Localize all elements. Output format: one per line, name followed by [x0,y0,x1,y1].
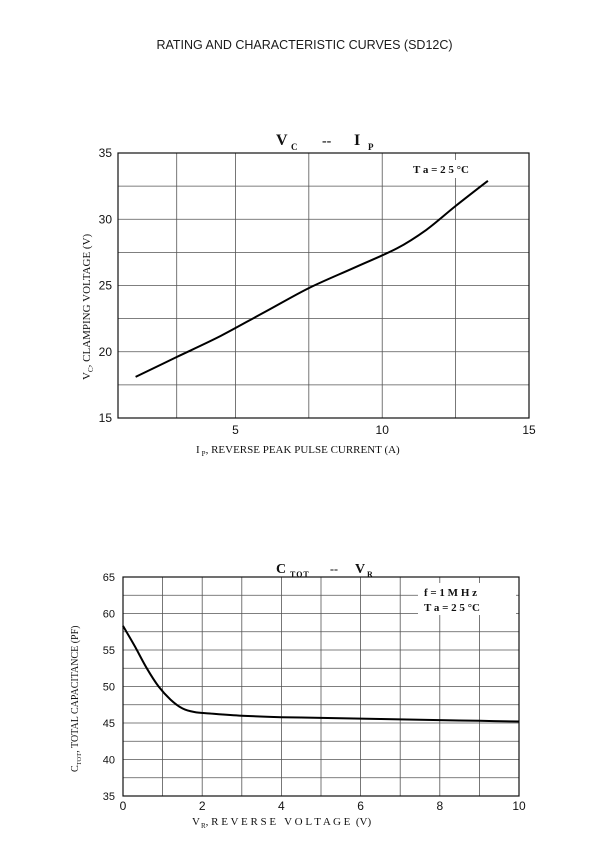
chart2-y-tick-label: 50 [103,682,115,694]
chart1-xlabel-rest: , REVERSE PEAK PULSE CURRENT (A) [206,444,400,456]
chart1-y-tick-label: 20 [99,345,113,359]
chart2-y-tick-label: 45 [103,718,115,730]
chart2-y-tick-label: 65 [103,572,115,584]
chart2-y-ticks: 35 40 45 50 55 60 65 [103,572,115,803]
chart2-xlabel-main: V [192,816,200,828]
chart2-series-line [122,625,520,723]
chart1-y-axis-label: VC, CLAMPING VOLTAGE (V) [81,233,95,380]
chart1-xlabel-sub: P [202,450,206,458]
chart2-title: C TOT -- V R [276,562,373,579]
chart1-title-i-sub: P [368,142,374,152]
chart1-xlabel-main: I [196,444,200,456]
chart1-x-ticks: 5 10 15 [232,423,536,437]
chart1-x-tick-label: 5 [232,423,239,437]
chart1-x-tick-label: 15 [522,423,536,437]
chart2-x-axis-label: VR, R E V E R S E V O L T A G E (V) [192,816,371,830]
chart2-plot-frame [122,576,520,797]
chart1-ylabel-main: V [81,372,93,380]
chart2-annotation-freq: f = 1 M H z [424,587,477,599]
chart2-ylabel-rest: , TOTAL CAPACITANCE (PF) [70,625,81,752]
chart1-x-axis-label: I P, REVERSE PEAK PULSE CURRENT (A) [196,444,400,458]
chart1-title-v-sub: C [291,142,298,152]
chart2-y-tick-label: 55 [103,645,115,657]
chart1-annotation-bg [405,160,520,178]
chart2-x-ticks: 0 2 4 6 8 10 [120,799,526,813]
chart1-annotation: T a = 2 5 °C [413,164,469,176]
chart2-title-c-sub: TOT [290,570,310,579]
chart2-y-tick-label: 35 [103,791,115,803]
page-title: RATING AND CHARACTERISTIC CURVES (SD12C) [156,38,453,52]
chart2-x-tick-label: 10 [512,799,526,813]
chart1-plot-frame [117,152,530,419]
chart2-title-dash: -- [330,562,338,576]
chart1-y-tick-label: 25 [99,279,113,293]
chart1-y-ticks: 15 20 25 30 35 [99,146,113,425]
chart1-title-i: I [354,132,360,149]
chart2-y-axis-label: CTOT, TOTAL CAPACITANCE (PF) [70,625,83,772]
chart2-title-v-sub: R [367,570,373,579]
chart1-y-tick-label: 35 [99,146,113,160]
chart2-y-tick-label: 60 [103,609,115,621]
chart2-x-tick-label: 4 [278,799,285,813]
chart1-ylabel-sub: C [87,367,95,372]
chart2-title-c: C [276,562,286,577]
chart1-y-tick-label: 15 [99,411,113,425]
chart1-x-tick-label: 10 [376,423,390,437]
chart2-x-tick-label: 2 [199,799,206,813]
chart-total-capacitance: 35 40 45 50 55 60 65 0 2 4 6 8 10 C TOT -- V R f = … [70,562,526,830]
chart2-title-v: V [355,562,365,577]
chart2-xlabel-rest: , R E V E R S E V O L T A G E (V) [206,816,372,828]
chart1-ylabel-rest: , CLAMPING VOLTAGE (V) [81,233,93,367]
chart2-y-tick-label: 40 [103,755,115,767]
chart2-ylabel-sub: TOT [76,753,83,766]
chart2-annotation-temp: T a = 2 5 °C [424,602,480,614]
chart2-ylabel-main: C [70,765,81,772]
chart1-y-tick-label: 30 [99,212,113,226]
chart2-x-tick-label: 8 [436,799,443,813]
chart2-annotation-bg [418,583,516,615]
chart2-x-tick-label: 0 [120,799,127,813]
chart1-title: V C -- I P [276,132,374,152]
chart2-x-tick-label: 6 [357,799,364,813]
chart-clamping-voltage: 15 20 25 30 35 5 10 15 V C -- I P T a = 2 5 °C… [81,132,536,458]
chart2-xlabel-sub: R [201,822,206,830]
chart1-grid [118,153,529,418]
chart1-title-dash: -- [322,134,332,149]
chart1-series-line [135,180,489,378]
chart1-title-v: V [276,132,288,149]
